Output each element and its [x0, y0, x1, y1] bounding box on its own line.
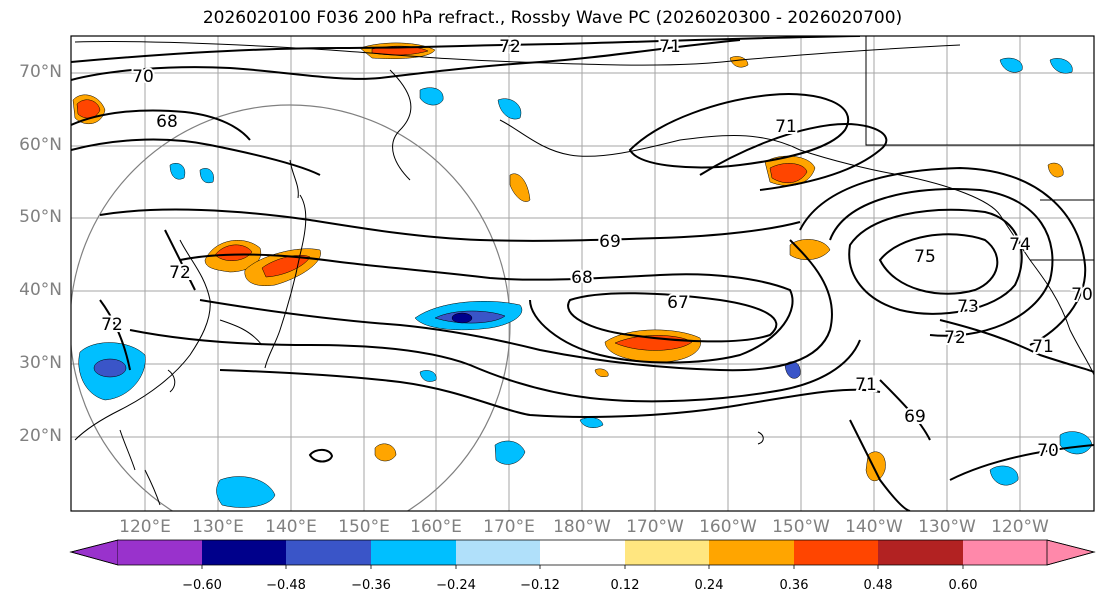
colorbar-segment: [202, 540, 286, 565]
contour-label: 72: [169, 263, 191, 283]
contour-label: 72: [499, 37, 521, 57]
colorbar: [69, 539, 1096, 569]
colorbar-tick-label: −0.60: [182, 578, 222, 593]
contour-label: 70: [1037, 441, 1059, 461]
contour-label: 68: [571, 268, 593, 288]
colorbar-tick-label: 0.24: [694, 578, 724, 593]
contour-label: 69: [599, 232, 621, 252]
lat-label: 60°N: [19, 135, 62, 155]
lon-label: 140°W: [845, 517, 903, 537]
lon-label: 120°W: [991, 517, 1049, 537]
lat-label: 70°N: [19, 62, 62, 82]
colorbar-segment: [118, 540, 202, 565]
contour-lines: [71, 36, 1094, 511]
contour-label: 71: [855, 375, 877, 395]
colorbar-tick-label: −0.36: [351, 578, 391, 593]
contour-labels: 72 71 70 68 71 69 68 67 75 74 73 72 71 7…: [99, 35, 1095, 463]
colorbar-ticks: [201, 565, 964, 569]
lon-label: 130°W: [918, 517, 976, 537]
highlight-circle: [71, 104, 511, 511]
colorbar-segment: [709, 540, 794, 565]
colorbar-tick-label: 0.36: [779, 578, 809, 593]
contour-label: 72: [944, 328, 966, 348]
contour-label: 68: [156, 112, 178, 132]
colorbar-segment: [878, 540, 963, 565]
colorbar-segment: [625, 540, 709, 565]
contour-label: 75: [914, 247, 936, 267]
lat-label: 30°N: [19, 353, 62, 373]
colorbar-tick-label: 0.12: [610, 578, 640, 593]
colorbar-tick-label: −0.12: [520, 578, 560, 593]
lat-label: 50°N: [19, 207, 62, 227]
colorbar-lower-extension: [69, 539, 119, 566]
colorbar-tick-label: 0.48: [863, 578, 893, 593]
contour-label: 71: [1032, 337, 1054, 357]
plot-border: [70, 35, 1095, 512]
lon-label: 120°E: [119, 517, 171, 537]
lon-label: 170°E: [483, 517, 535, 537]
colorbar-tick-label: 0.60: [948, 578, 978, 593]
colorbar-segment: [456, 540, 540, 565]
gridlines: [71, 36, 1094, 511]
contour-label: 71: [775, 117, 797, 137]
colorbar-tick-label: −0.24: [436, 578, 476, 593]
colorbar-upper-extension: [1046, 539, 1096, 566]
contour-label: 71: [659, 37, 681, 57]
colorbar-segment: [963, 540, 1047, 565]
contour-label: 69: [904, 407, 926, 427]
contour-label: 73: [957, 297, 979, 317]
colorbar-segment: [794, 540, 878, 565]
lon-label: 160°W: [699, 517, 757, 537]
lon-label: 130°E: [192, 517, 244, 537]
contour-label: 67: [667, 293, 689, 313]
contour-label: 70: [132, 67, 154, 87]
lat-label: 40°N: [19, 280, 62, 300]
contour-label: 72: [101, 315, 123, 335]
colorbar-tick-label: −0.48: [266, 578, 306, 593]
contour-label: 74: [1009, 235, 1031, 255]
lon-label: 150°E: [338, 517, 390, 537]
contour-label: 70: [1071, 285, 1093, 305]
lat-label: 20°N: [19, 426, 62, 446]
lon-label: 150°W: [772, 517, 830, 537]
colorbar-outline: [69, 539, 1096, 566]
colorbar-segment: [371, 540, 456, 565]
lon-label: 170°W: [626, 517, 684, 537]
map-title: 2026020100 F036 200 hPa refract., Rossby…: [202, 8, 903, 28]
lon-label: 160°E: [410, 517, 462, 537]
lon-label: 140°E: [265, 517, 317, 537]
negative-anomaly-patches: [78, 57, 1093, 508]
colorbar-segment: [540, 540, 625, 565]
colorbar-segment: [286, 540, 371, 565]
lon-label: 180°W: [553, 517, 611, 537]
